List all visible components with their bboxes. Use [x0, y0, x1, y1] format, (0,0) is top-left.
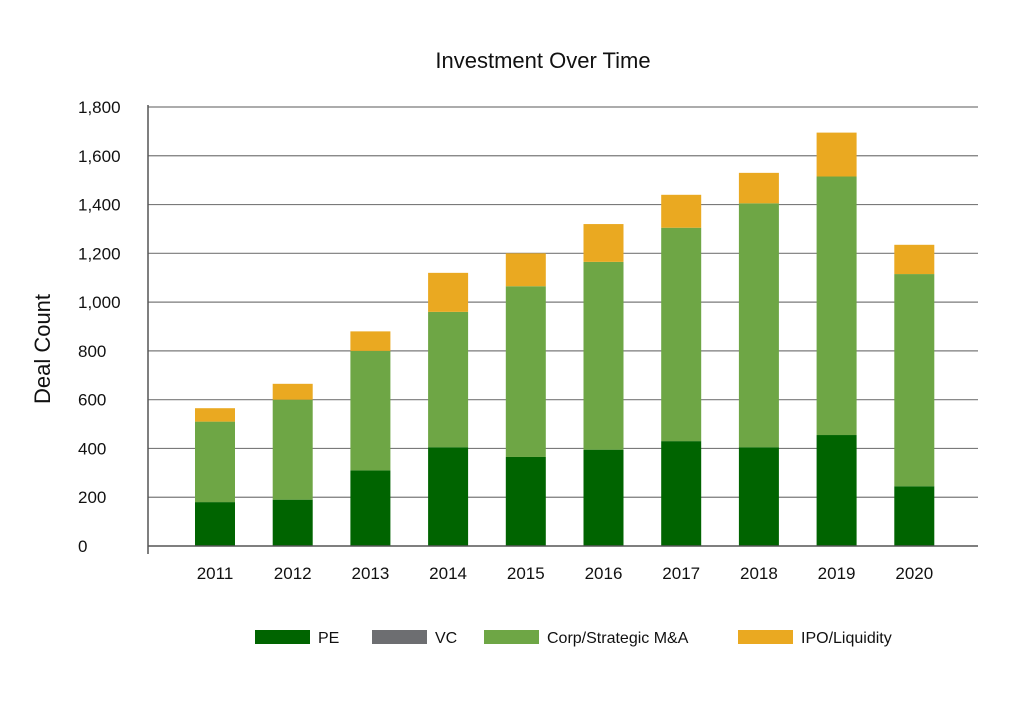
legend-item: VC: [372, 630, 457, 647]
bar-segment: [350, 350, 391, 471]
legend-swatch: [372, 630, 427, 644]
bar-segment: [272, 399, 313, 500]
bar-segment: [195, 421, 235, 503]
bar-segment: [738, 172, 779, 204]
bar-segment: [816, 176, 857, 436]
x-tick-label: 2014: [429, 564, 467, 583]
legend-item: IPO/Liquidity: [738, 630, 892, 647]
bar-segment: [428, 272, 469, 312]
y-tick-label: 800: [78, 342, 106, 361]
y-tick-labels: 0 200 400 600 800 1,000 1,200 1,400 1,600 1,800: [78, 98, 121, 556]
bar-segment: [195, 502, 235, 546]
y-tick-label: 600: [78, 391, 106, 410]
legend-item: PE: [255, 630, 339, 647]
bar-segment: [661, 441, 702, 546]
y-tick-label: 400: [78, 439, 106, 458]
y-tick-label: 1,800: [78, 98, 121, 117]
x-tick-label: 2019: [818, 564, 856, 583]
bar-segment: [738, 203, 779, 448]
bar-segment: [505, 253, 546, 287]
bar-segment: [505, 456, 546, 546]
legend-label: VC: [435, 630, 457, 647]
x-tick-label: 2017: [662, 564, 700, 583]
x-tick-label: 2011: [197, 564, 234, 583]
bar-segment: [894, 274, 935, 487]
bar-segment: [583, 224, 624, 262]
legend-label: IPO/Liquidity: [801, 630, 892, 647]
bar-segment: [272, 383, 313, 400]
legend-swatch: [484, 630, 539, 644]
x-tick-label: 2012: [274, 564, 312, 583]
x-tick-label: 2015: [507, 564, 545, 583]
bar-segment: [583, 449, 624, 546]
bar-segment: [894, 486, 935, 546]
bar-segment: [350, 470, 391, 546]
bar-segment: [272, 499, 313, 546]
axes: [147, 105, 978, 554]
bar-segment: [816, 435, 857, 546]
y-tick-label: 0: [78, 537, 87, 556]
y-axis-label: Deal Count: [30, 294, 55, 404]
x-tick-label: 2018: [740, 564, 778, 583]
bar-segment: [738, 447, 779, 546]
x-tick-label: 2016: [585, 564, 623, 583]
bar-segment: [428, 311, 469, 448]
bar-segment: [583, 261, 624, 450]
y-tick-label: 200: [78, 488, 106, 507]
bar-segment: [350, 331, 391, 351]
x-tick-labels: 2011 2012 2013 2014 2015 2016 2017 2018 2019 2020: [197, 564, 933, 583]
chart-title: Investment Over Time: [435, 48, 650, 73]
bar-segment: [661, 194, 702, 228]
bar-segment: [661, 227, 702, 442]
legend-swatch: [738, 630, 793, 644]
bar-segment: [894, 244, 935, 275]
bar-segment: [428, 447, 469, 546]
legend: PE VC Corp/Strategic M&A IPO/Liquidity: [255, 630, 892, 647]
bar-segment: [816, 132, 857, 177]
x-tick-label: 2020: [895, 564, 933, 583]
y-tick-label: 1,400: [78, 196, 121, 215]
y-tick-label: 1,000: [78, 293, 121, 312]
bars: [195, 132, 935, 546]
bar-segment: [505, 286, 546, 457]
x-tick-label: 2013: [351, 564, 389, 583]
legend-item: Corp/Strategic M&A: [484, 630, 689, 647]
y-tick-label: 1,600: [78, 147, 121, 166]
y-tick-label: 1,200: [78, 244, 121, 263]
bar-segment: [195, 408, 235, 422]
legend-swatch: [255, 630, 310, 644]
legend-label: Corp/Strategic M&A: [547, 630, 689, 647]
legend-label: PE: [318, 630, 339, 647]
